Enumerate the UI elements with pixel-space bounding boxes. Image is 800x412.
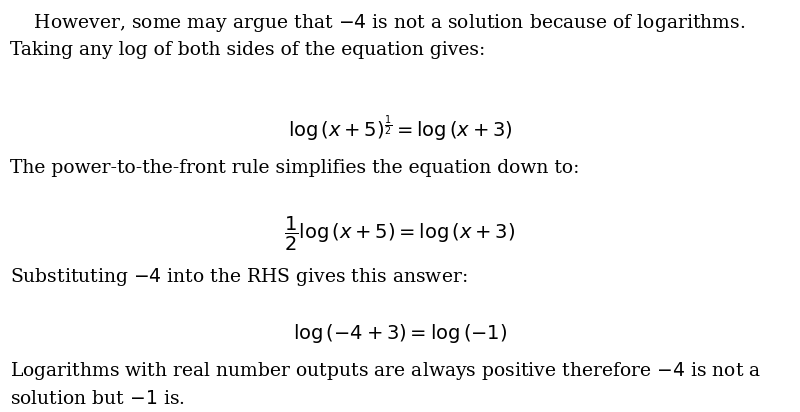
Text: Substituting $-4$ into the RHS gives this answer:: Substituting $-4$ into the RHS gives thi… bbox=[10, 266, 468, 288]
Text: However, some may argue that $-4$ is not a solution because of logarithms.
Takin: However, some may argue that $-4$ is not… bbox=[10, 12, 746, 59]
Text: $\dfrac{1}{2}\log\left(x+5\right) = \log\left(x+3\right)$: $\dfrac{1}{2}\log\left(x+5\right) = \log… bbox=[285, 215, 515, 253]
Text: $\log\left(-4+3\right) = \log\left(-1\right)$: $\log\left(-4+3\right) = \log\left(-1\ri… bbox=[293, 322, 507, 345]
Text: $\log\left(x+5\right)^{\frac{1}{2}} = \log\left(x+3\right)$: $\log\left(x+5\right)^{\frac{1}{2}} = \l… bbox=[287, 113, 513, 144]
Text: Logarithms with real number outputs are always positive therefore $-4$ is not a
: Logarithms with real number outputs are … bbox=[10, 360, 762, 407]
Text: The power-to-the-front rule simplifies the equation down to:: The power-to-the-front rule simplifies t… bbox=[10, 159, 580, 177]
